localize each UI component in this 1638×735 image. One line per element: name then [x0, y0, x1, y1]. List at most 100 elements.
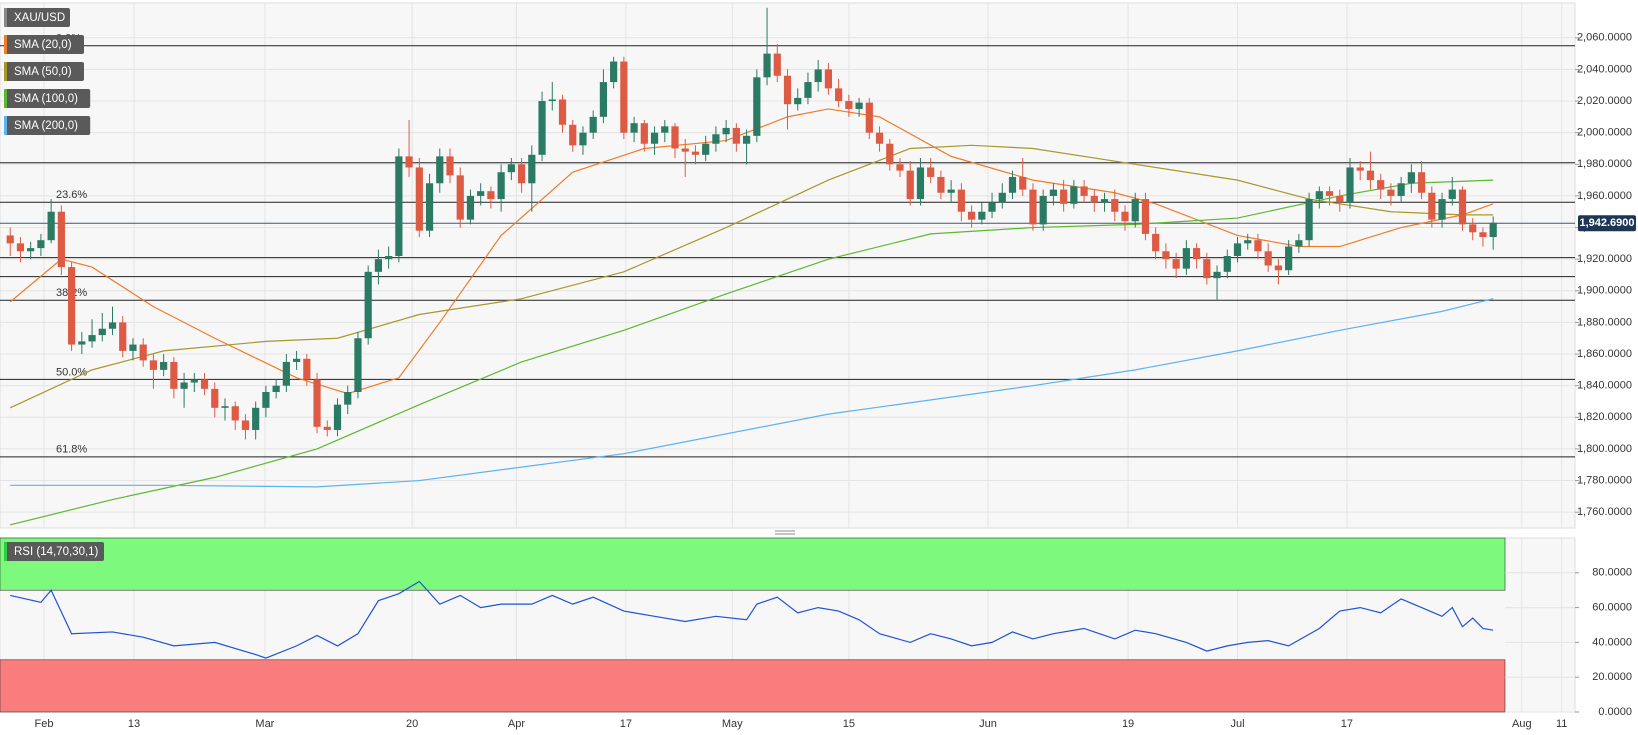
candle-body	[640, 123, 648, 144]
price-tag-label: 1,942.6900	[1579, 217, 1634, 229]
candle-body	[37, 240, 45, 249]
candle-body	[1162, 251, 1170, 260]
candle-body	[742, 135, 751, 144]
y-tick-label: 1,920.0000	[1577, 253, 1632, 265]
y-tick-label: 40.0000	[1592, 636, 1632, 648]
candle-body	[466, 195, 475, 220]
legend-item[interactable]: SMA (200,0)	[4, 116, 91, 135]
fib-label: 50.0%	[56, 366, 87, 378]
candle-body	[477, 191, 485, 196]
price-tag	[1578, 215, 1636, 232]
candle-body	[487, 191, 495, 200]
candle-body	[1039, 195, 1047, 225]
legend-swatch	[4, 35, 7, 54]
legend-item[interactable]: SMA (100,0)	[4, 89, 91, 108]
candle-body	[1213, 271, 1221, 279]
candle-body	[333, 404, 342, 430]
candle-body	[1244, 240, 1252, 244]
fib-label: 61.8%	[56, 444, 87, 456]
candle-body	[231, 406, 239, 421]
candle-body	[139, 344, 147, 361]
candle-body	[927, 167, 935, 177]
candle-body	[1377, 180, 1385, 190]
candle-body	[272, 385, 280, 393]
candle-body	[794, 97, 802, 105]
candle-body	[1080, 186, 1088, 196]
x-tick-label: Jun	[979, 718, 997, 730]
candle-body	[354, 338, 362, 393]
y-tick-label: 1,960.0000	[1577, 190, 1632, 202]
candle-body	[1346, 167, 1354, 203]
candle-body	[722, 127, 730, 135]
y-tick-label: 1,900.0000	[1577, 285, 1632, 297]
x-tick-label: May	[722, 718, 743, 730]
candle-body	[1458, 189, 1467, 225]
y-tick-label: 2,060.0000	[1577, 32, 1632, 44]
candle-body	[661, 126, 669, 133]
candle-body	[1172, 259, 1180, 269]
y-tick-label: 1,980.0000	[1577, 158, 1632, 170]
candle-body	[548, 99, 556, 102]
candle-body	[200, 379, 209, 389]
candle-body	[650, 132, 659, 144]
candle-body	[610, 61, 618, 83]
candle-body	[78, 341, 86, 345]
candle-body	[129, 344, 137, 351]
candle-body	[47, 211, 55, 241]
candle-body	[1111, 199, 1119, 212]
candle-body	[1274, 265, 1283, 271]
legend-label: SMA (100,0)	[14, 93, 78, 105]
candle-body	[1489, 222, 1497, 238]
candle-body	[1448, 189, 1456, 200]
fib-label: 23.6%	[56, 189, 87, 201]
y-tick-label: 1,860.0000	[1577, 348, 1632, 360]
x-tick-label: Apr	[508, 718, 525, 730]
candle-body	[875, 132, 884, 144]
y-tick-label: 1,760.0000	[1577, 506, 1632, 518]
candle-body	[1100, 199, 1109, 203]
candle-body	[252, 407, 260, 430]
y-tick-label: 2,040.0000	[1577, 63, 1632, 75]
candle-body	[395, 156, 403, 257]
candle-body	[119, 322, 127, 351]
legend-item[interactable]: XAU/USD	[4, 8, 70, 27]
y-tick-label: 1,840.0000	[1577, 380, 1632, 392]
candle-body	[1428, 192, 1436, 220]
y-tick-label: 2,020.0000	[1577, 95, 1632, 107]
legend-item[interactable]: SMA (50,0)	[4, 62, 84, 81]
candle-body	[783, 75, 792, 105]
candle-body	[507, 164, 515, 173]
legend-item[interactable]: RSI (14,70,30,1)	[4, 542, 104, 561]
candle-body	[16, 243, 25, 252]
legend-label: XAU/USD	[14, 12, 65, 24]
candle-body	[1438, 199, 1446, 220]
candle-body	[364, 271, 372, 339]
candle-body	[1131, 199, 1139, 222]
candle-body	[1019, 176, 1027, 190]
candle-body	[671, 126, 679, 149]
candle-body	[599, 82, 608, 117]
sma-line	[10, 179, 1494, 526]
candle-body	[569, 124, 577, 146]
candle-body	[1141, 199, 1150, 234]
candle-body	[374, 259, 383, 272]
candle-body	[865, 102, 873, 133]
pane-divider[interactable]	[775, 530, 795, 535]
candle-body	[313, 379, 321, 427]
candle-body	[835, 88, 843, 102]
candle-body	[732, 127, 740, 144]
legend-box	[4, 35, 84, 54]
legend-box	[4, 8, 70, 27]
candle-body	[1090, 195, 1098, 203]
candle-body	[528, 154, 536, 184]
candle-body	[67, 267, 76, 345]
legend-item[interactable]: SMA (20,0)	[4, 35, 84, 54]
candle-body	[589, 116, 597, 133]
candle-body	[108, 322, 117, 329]
y-tick-label: 1,800.0000	[1577, 443, 1632, 455]
candle-body	[824, 69, 833, 89]
candle-body	[160, 361, 168, 370]
candle-body	[538, 101, 546, 155]
candle-body	[998, 192, 1006, 203]
